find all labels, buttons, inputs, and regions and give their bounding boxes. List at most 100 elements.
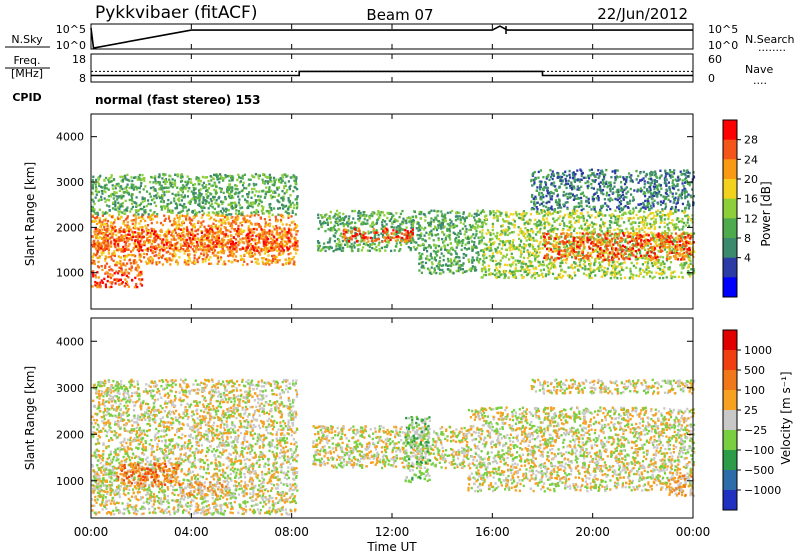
scatter-cell-5 bbox=[396, 235, 399, 238]
scatter-cell-6 bbox=[456, 242, 459, 245]
scatter-cell-3 bbox=[235, 209, 238, 212]
scatter-cell-6 bbox=[449, 225, 452, 229]
scatter-cell-7 bbox=[650, 225, 653, 228]
scatter-cell-4 bbox=[409, 218, 412, 221]
scatter-cell-7 bbox=[669, 211, 672, 214]
scatter-cell-0 bbox=[213, 225, 216, 228]
scatter-cell-3 bbox=[179, 176, 182, 179]
scatter-cell-7 bbox=[510, 252, 513, 255]
scatter-cell-3 bbox=[231, 207, 234, 210]
scatter-cell-0 bbox=[273, 228, 276, 231]
scatter-cell-0 bbox=[168, 220, 172, 223]
scatter-cell-7 bbox=[665, 251, 668, 254]
scatter-cell-3 bbox=[165, 190, 168, 193]
scatter-cell-2 bbox=[258, 237, 261, 240]
scatter-cell-3 bbox=[264, 192, 267, 196]
scatter-cell-4 bbox=[395, 242, 398, 245]
scatter-cell-2 bbox=[217, 238, 220, 241]
scatter-cell-0 bbox=[93, 230, 96, 233]
scatter-cell-3 bbox=[273, 180, 277, 184]
scatter-cell-3 bbox=[258, 190, 261, 193]
scatter-cell-3 bbox=[134, 176, 137, 179]
scatter-cell-0 bbox=[151, 232, 154, 235]
scatter-cell-5 bbox=[391, 236, 394, 239]
scatter-cell-2 bbox=[262, 240, 265, 243]
scatter-cell-0 bbox=[134, 217, 137, 220]
scatter-cell-3 bbox=[206, 188, 209, 192]
scatter-cell-3 bbox=[295, 176, 298, 179]
scatter-cell-6 bbox=[439, 223, 442, 226]
scatter-cell-7 bbox=[562, 258, 565, 262]
scatter-cell-3 bbox=[142, 197, 145, 200]
scatter-cell-3 bbox=[227, 203, 230, 206]
scatter-cell-7 bbox=[661, 271, 664, 274]
scatter-cell-3 bbox=[224, 195, 227, 199]
scatter-cell-3 bbox=[141, 207, 144, 211]
scatter-cell-6 bbox=[430, 209, 433, 212]
scatter-cell-0 bbox=[144, 219, 147, 223]
scatter-cell-6 bbox=[465, 270, 468, 273]
scatter-cell-6 bbox=[477, 217, 480, 221]
scatter-cell-0 bbox=[116, 216, 119, 219]
scatter-cell-3 bbox=[180, 179, 184, 183]
scatter-cell-4 bbox=[405, 219, 408, 222]
scatter-cell-3 bbox=[112, 193, 115, 196]
scatter-cell-0 bbox=[244, 220, 247, 224]
scatter-cell-4 bbox=[357, 249, 360, 253]
scatter-cell-6 bbox=[478, 242, 481, 245]
scatter-cell-3 bbox=[284, 173, 287, 176]
scatter-cell-7 bbox=[487, 229, 490, 232]
scatter-cell-2 bbox=[165, 243, 168, 246]
scatter-cell-3 bbox=[109, 195, 113, 198]
scatter-cell-2 bbox=[136, 248, 139, 252]
scatter-cell-2 bbox=[170, 234, 173, 237]
scatter-cell-3 bbox=[192, 191, 195, 195]
scatter-cell-7 bbox=[481, 209, 485, 212]
scatter-cell-3 bbox=[257, 210, 260, 213]
scatter-cell-4 bbox=[377, 233, 380, 237]
scatter-cell-0 bbox=[281, 223, 284, 226]
scatter-cell-7 bbox=[525, 264, 528, 267]
scatter-cell-0 bbox=[281, 230, 284, 233]
scatter-cell-4 bbox=[376, 213, 379, 216]
scatter-cell-5 bbox=[350, 238, 353, 241]
scatter-cell-7 bbox=[660, 217, 663, 220]
scatter-cell-1 bbox=[99, 283, 102, 286]
scatter-cell-0 bbox=[243, 247, 246, 250]
scatter-cell-7 bbox=[538, 261, 541, 264]
scatter-cell-1 bbox=[140, 284, 144, 287]
scatter-cell-3 bbox=[199, 188, 202, 191]
scatter-cell-4 bbox=[383, 225, 386, 228]
scatter-cell-4 bbox=[328, 241, 331, 244]
scatter-cell-0 bbox=[285, 223, 288, 226]
scatter-cell-2 bbox=[216, 242, 219, 245]
scatter-cell-7 bbox=[569, 216, 572, 219]
scatter-cell-0 bbox=[132, 219, 135, 222]
scatter-cell-3 bbox=[207, 211, 210, 214]
scatter-cell-4 bbox=[371, 222, 374, 225]
scatter-cell-2 bbox=[221, 246, 224, 249]
scatter-cell-0 bbox=[202, 254, 205, 257]
scatter-cell-0 bbox=[249, 221, 252, 225]
scatter-cell-6 bbox=[442, 226, 445, 229]
scatter-cell-6 bbox=[454, 238, 457, 241]
scatter-cell-3 bbox=[180, 210, 183, 213]
scatter-cell-6 bbox=[421, 261, 424, 264]
scatter-cell-2 bbox=[128, 243, 131, 246]
scatter-cell-2 bbox=[118, 248, 121, 251]
scatter-cell-7 bbox=[563, 222, 566, 225]
scatter-cell-0 bbox=[262, 232, 265, 235]
scatter-cell-2 bbox=[208, 240, 211, 244]
scatter-cell-7 bbox=[653, 275, 656, 279]
scatter-cell-7 bbox=[528, 222, 531, 225]
scatter-cell-4 bbox=[350, 227, 353, 230]
scatter-cell-0 bbox=[262, 234, 265, 238]
scatter-cell-7 bbox=[528, 259, 531, 263]
scatter-cell-6 bbox=[449, 242, 452, 245]
scatter-cell-2 bbox=[196, 232, 199, 236]
scatter-cell-7 bbox=[512, 247, 515, 251]
scatter-cell-3 bbox=[294, 213, 297, 216]
scatter-cell-7 bbox=[527, 252, 530, 255]
scatter-cell-4 bbox=[368, 245, 371, 249]
scatter-cell-7 bbox=[689, 242, 693, 245]
